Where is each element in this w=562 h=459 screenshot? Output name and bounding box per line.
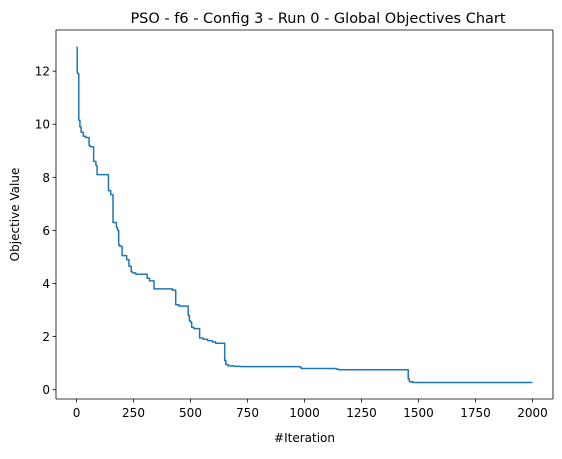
y-tick-label: 6 [42,224,50,238]
x-axis-ticks: 0 250 500 750 1000 1250 1500 1750 2000 [73,399,548,420]
series-line [76,46,533,384]
y-tick-label: 10 [35,118,50,132]
x-axis-label: #Iteration [274,431,335,445]
x-tick-label: 2000 [517,406,548,420]
x-tick-label: 250 [122,406,145,420]
y-tick-label: 0 [42,383,50,397]
x-tick-label: 750 [236,406,259,420]
x-tick-label: 1250 [346,406,377,420]
y-axis-ticks: 0 2 4 6 8 10 12 [35,65,56,397]
y-tick-label: 2 [42,330,50,344]
x-tick-label: 0 [73,406,81,420]
y-axis-label: Objective Value [8,168,22,262]
x-tick-label: 1500 [403,406,434,420]
chart-title: PSO - f6 - Config 3 - Run 0 - Global Obj… [130,11,505,27]
y-tick-label: 8 [42,171,50,185]
x-tick-label: 1000 [289,406,320,420]
series-layer [76,46,533,384]
plot-area [56,30,553,399]
y-tick-label: 12 [35,65,50,79]
x-tick-label: 1750 [460,406,491,420]
y-tick-label: 4 [42,277,50,291]
plot-frame [55,29,554,400]
x-tick-label: 500 [179,406,202,420]
